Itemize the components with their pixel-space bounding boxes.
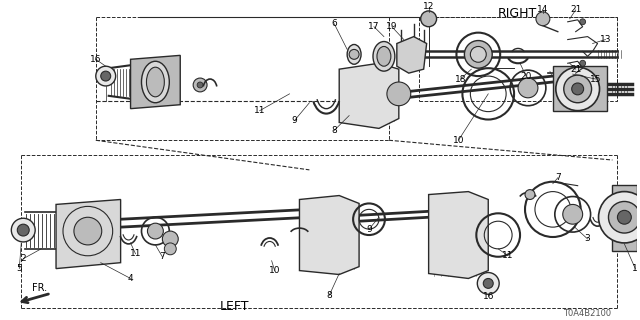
Polygon shape: [339, 63, 399, 128]
Text: 17: 17: [368, 22, 380, 31]
Text: 1: 1: [632, 264, 638, 273]
Circle shape: [349, 49, 359, 59]
Circle shape: [470, 46, 486, 62]
Circle shape: [147, 223, 163, 239]
Text: RIGHT: RIGHT: [498, 7, 538, 20]
Text: 5: 5: [17, 264, 22, 273]
Text: T0A4B2100: T0A4B2100: [564, 308, 612, 317]
Text: 7: 7: [555, 173, 561, 182]
Text: 10: 10: [269, 266, 280, 275]
Circle shape: [580, 60, 586, 66]
Text: 11: 11: [254, 106, 266, 115]
Circle shape: [536, 12, 550, 26]
Text: 8: 8: [326, 291, 332, 300]
Text: 6: 6: [332, 19, 337, 28]
Circle shape: [598, 192, 640, 243]
Text: 15: 15: [590, 75, 602, 84]
Circle shape: [193, 78, 207, 92]
Text: 10: 10: [452, 136, 464, 145]
Polygon shape: [553, 66, 607, 111]
Text: 9: 9: [366, 225, 372, 234]
Ellipse shape: [377, 46, 391, 66]
Circle shape: [74, 217, 102, 245]
Circle shape: [564, 75, 591, 103]
Text: 16: 16: [483, 292, 494, 301]
Text: 18: 18: [454, 75, 466, 84]
Text: 8: 8: [332, 126, 337, 135]
Text: 21: 21: [570, 65, 581, 74]
Text: 11: 11: [502, 251, 514, 260]
Text: 12: 12: [423, 3, 435, 12]
Polygon shape: [56, 199, 120, 268]
Text: 21: 21: [570, 5, 581, 14]
Circle shape: [17, 224, 29, 236]
Circle shape: [563, 204, 582, 224]
Text: LEFT: LEFT: [220, 300, 250, 313]
Circle shape: [518, 78, 538, 98]
Circle shape: [609, 202, 640, 233]
Text: 19: 19: [386, 22, 397, 31]
Circle shape: [164, 243, 176, 255]
Circle shape: [556, 67, 600, 111]
Ellipse shape: [347, 44, 361, 64]
Polygon shape: [612, 185, 637, 251]
Circle shape: [477, 273, 499, 294]
Circle shape: [96, 66, 116, 86]
Circle shape: [163, 231, 179, 247]
Text: 2: 2: [20, 254, 26, 263]
Circle shape: [483, 278, 493, 288]
Text: 11: 11: [130, 249, 141, 258]
Text: 16: 16: [90, 55, 102, 64]
Text: 9: 9: [292, 116, 298, 125]
Circle shape: [465, 41, 492, 68]
Ellipse shape: [147, 67, 164, 97]
Circle shape: [525, 190, 535, 199]
Text: 20: 20: [520, 72, 532, 81]
Circle shape: [197, 82, 203, 88]
Polygon shape: [397, 36, 427, 73]
Text: 7: 7: [159, 252, 165, 261]
Circle shape: [572, 83, 584, 95]
Polygon shape: [300, 196, 359, 275]
Text: 3: 3: [585, 235, 591, 244]
Text: 4: 4: [128, 274, 133, 283]
Ellipse shape: [141, 61, 170, 103]
Text: 13: 13: [600, 35, 611, 44]
Ellipse shape: [373, 42, 395, 71]
Circle shape: [618, 210, 631, 224]
Circle shape: [387, 82, 411, 106]
Circle shape: [12, 218, 35, 242]
Circle shape: [420, 11, 436, 27]
Polygon shape: [131, 55, 180, 109]
Text: 14: 14: [537, 5, 548, 14]
Text: FR.: FR.: [31, 283, 47, 293]
Polygon shape: [429, 192, 488, 278]
Circle shape: [580, 19, 586, 25]
Circle shape: [100, 71, 111, 81]
